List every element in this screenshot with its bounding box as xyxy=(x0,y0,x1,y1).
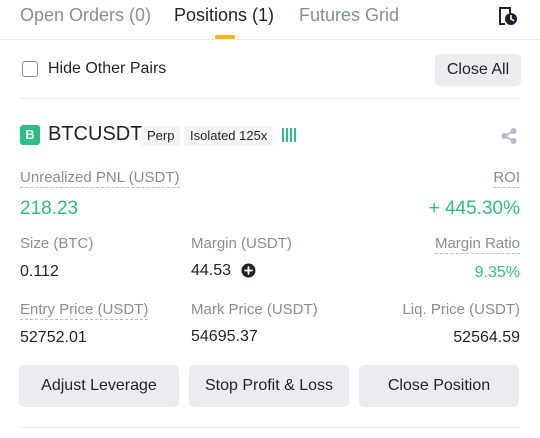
history-icon[interactable] xyxy=(496,5,518,27)
entry-price-label[interactable]: Entry Price (USDT) xyxy=(20,301,149,320)
close-all-button[interactable]: Close All xyxy=(435,54,521,86)
margin-value: 44.53 xyxy=(191,262,232,279)
tab-positions[interactable]: Positions (1) xyxy=(174,5,275,25)
liq-price-label: Liq. Price (USDT) xyxy=(402,301,520,318)
roi-value: + 445.30% xyxy=(428,198,520,219)
stop-profit-loss-button[interactable]: Stop Profit & Loss xyxy=(189,365,349,407)
plus-circle-icon[interactable] xyxy=(241,263,256,278)
margin-ratio-value: 9.35% xyxy=(474,264,520,281)
position-symbol[interactable]: BTCUSDT xyxy=(48,123,143,145)
entry-price-value: 52752.01 xyxy=(20,329,87,346)
divider xyxy=(20,98,520,99)
mark-price-label: Mark Price (USDT) xyxy=(191,301,318,318)
liq-price-value: 52564.59 xyxy=(453,329,520,346)
size-value: 0.112 xyxy=(20,263,59,280)
divider xyxy=(20,427,520,428)
tab-bar: Open Orders (0) Positions (1) Futures Gr… xyxy=(0,0,540,40)
contract-type-tag: Perp xyxy=(141,126,181,146)
risk-level-icon xyxy=(282,128,298,142)
tab-open-orders[interactable]: Open Orders (0) xyxy=(20,5,152,25)
active-tab-indicator xyxy=(215,35,235,39)
unrealized-pnl-value: 218.23 xyxy=(20,198,79,219)
margin-label: Margin (USDT) xyxy=(191,235,292,252)
buy-side-badge: B xyxy=(20,125,40,145)
hide-other-pairs-label[interactable]: Hide Other Pairs xyxy=(48,60,167,77)
unrealized-pnl-label[interactable]: Unrealized PNL (USDT) xyxy=(20,169,180,188)
close-position-button[interactable]: Close Position xyxy=(359,365,519,407)
share-icon[interactable] xyxy=(500,127,518,145)
adjust-leverage-button[interactable]: Adjust Leverage xyxy=(19,365,179,407)
roi-label[interactable]: ROI xyxy=(493,169,520,188)
margin-mode-tag[interactable]: Isolated 125x xyxy=(184,126,274,146)
mark-price-value: 54695.37 xyxy=(191,328,258,345)
size-label: Size (BTC) xyxy=(20,235,94,252)
hide-other-pairs-checkbox[interactable] xyxy=(22,61,38,77)
margin-ratio-label[interactable]: Margin Ratio xyxy=(434,235,520,254)
tab-futures-grid[interactable]: Futures Grid xyxy=(299,5,400,25)
position-header: B BTCUSDT Perp Isolated 125x xyxy=(0,122,540,150)
filter-row: Hide Other Pairs Close All xyxy=(0,52,540,88)
